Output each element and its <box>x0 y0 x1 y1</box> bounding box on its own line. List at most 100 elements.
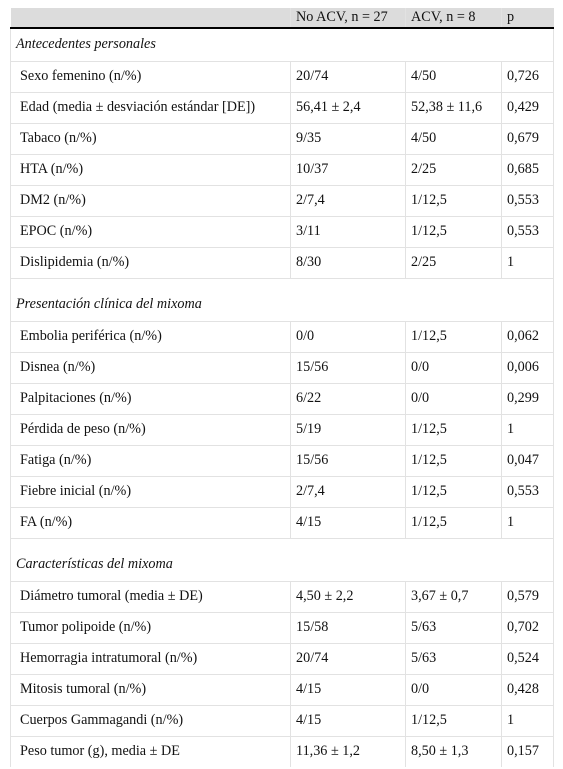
header-cell-label <box>10 8 291 29</box>
header-cell-acv: ACV, n = 8 <box>405 8 502 29</box>
p-value: 1 <box>501 506 554 538</box>
row-label: Palpitaciones (n/%) <box>10 382 291 414</box>
table-row: Diámetro tumoral (media ± DE) 4,50 ± 2,2 3… <box>10 580 554 612</box>
row-label: Pérdida de peso (n/%) <box>10 413 291 445</box>
table-row: FA (n/%) 4/15 1/12,5 1 <box>10 506 554 538</box>
no-acv-value: 20/74 <box>290 642 406 674</box>
table-row: Tumor polipoide (n/%) 15/58 5/63 0,702 <box>10 611 554 643</box>
no-acv-value: 0/0 <box>290 320 406 352</box>
row-label: Sexo femenino (n/%) <box>10 60 291 92</box>
acv-value: 0/0 <box>405 382 502 414</box>
no-acv-value: 4/15 <box>290 704 406 736</box>
table-row: Mitosis tumoral (n/%) 4/15 0/0 0,428 <box>10 673 554 705</box>
table-row: Disnea (n/%) 15/56 0/0 0,006 <box>10 351 554 383</box>
acv-value: 0/0 <box>405 673 502 705</box>
acv-value: 2/25 <box>405 246 502 278</box>
acv-value: 3,67 ± 0,7 <box>405 580 502 612</box>
p-value: 0,726 <box>501 60 554 92</box>
header-row: No ACV, n = 27 ACV, n = 8 p <box>10 8 554 29</box>
row-label: Mitosis tumoral (n/%) <box>10 673 291 705</box>
table-row: HTA (n/%) 10/37 2/25 0,685 <box>10 153 554 185</box>
no-acv-value: 11,36 ± 1,2 <box>290 735 406 767</box>
row-label: Edad (media ± desviación estándar [DE]) <box>10 91 291 123</box>
row-label: EPOC (n/%) <box>10 215 291 247</box>
p-value: 0,062 <box>501 320 554 352</box>
row-label: DM2 (n/%) <box>10 184 291 216</box>
acv-value: 4/50 <box>405 60 502 92</box>
table-row: Pérdida de peso (n/%) 5/19 1/12,5 1 <box>10 413 554 445</box>
table-header: No ACV, n = 27 ACV, n = 8 p <box>10 8 554 29</box>
acv-value: 1/12,5 <box>405 444 502 476</box>
row-label: FA (n/%) <box>10 506 291 538</box>
no-acv-value: 5/19 <box>290 413 406 445</box>
table-row: Fiebre inicial (n/%) 2/7,4 1/12,5 0,553 <box>10 475 554 507</box>
acv-value: 1/12,5 <box>405 215 502 247</box>
p-value: 0,524 <box>501 642 554 674</box>
p-value: 0,679 <box>501 122 554 154</box>
acv-value: 0/0 <box>405 351 502 383</box>
section-gap <box>10 277 554 288</box>
table-row: Peso tumor (g), media ± DE 11,36 ± 1,2 8,5… <box>10 735 554 767</box>
p-value: 0,428 <box>501 673 554 705</box>
p-value: 0,047 <box>501 444 554 476</box>
row-label: Hemorragia intratumoral (n/%) <box>10 642 291 674</box>
p-value: 0,702 <box>501 611 554 643</box>
row-label: Peso tumor (g), media ± DE <box>10 735 291 767</box>
acv-value: 5/63 <box>405 642 502 674</box>
no-acv-value: 10/37 <box>290 153 406 185</box>
acv-value: 8,50 ± 1,3 <box>405 735 502 767</box>
section-header-row: Características del mixoma <box>10 548 554 581</box>
table-body: Antecedentes personales Sexo femenino (n/… <box>10 28 554 767</box>
acv-value: 52,38 ± 11,6 <box>405 91 502 123</box>
p-value: 0,685 <box>501 153 554 185</box>
p-value: 0,553 <box>501 184 554 216</box>
no-acv-value: 8/30 <box>290 246 406 278</box>
no-acv-value: 2/7,4 <box>290 184 406 216</box>
no-acv-value: 15/56 <box>290 444 406 476</box>
p-value: 0,157 <box>501 735 554 767</box>
p-value: 1 <box>501 413 554 445</box>
row-label: Tumor polipoide (n/%) <box>10 611 291 643</box>
no-acv-value: 20/74 <box>290 60 406 92</box>
section-title: Antecedentes personales <box>10 28 554 61</box>
table-row: Edad (media ± desviación estándar [DE]) 5… <box>10 91 554 123</box>
no-acv-value: 3/11 <box>290 215 406 247</box>
acv-value: 1/12,5 <box>405 506 502 538</box>
no-acv-value: 9/35 <box>290 122 406 154</box>
table-row: Cuerpos Gammagandi (n/%) 4/15 1/12,5 1 <box>10 704 554 736</box>
row-label: Diámetro tumoral (media ± DE) <box>10 580 291 612</box>
no-acv-value: 56,41 ± 2,4 <box>290 91 406 123</box>
acv-value: 1/12,5 <box>405 413 502 445</box>
row-label: Fatiga (n/%) <box>10 444 291 476</box>
row-label: HTA (n/%) <box>10 153 291 185</box>
row-label: Cuerpos Gammagandi (n/%) <box>10 704 291 736</box>
p-value: 0,006 <box>501 351 554 383</box>
section-header-row: Antecedentes personales <box>10 28 554 61</box>
acv-value: 2/25 <box>405 153 502 185</box>
table-row: DM2 (n/%) 2/7,4 1/12,5 0,553 <box>10 184 554 216</box>
row-label: Tabaco (n/%) <box>10 122 291 154</box>
acv-value: 4/50 <box>405 122 502 154</box>
table-row: Fatiga (n/%) 15/56 1/12,5 0,047 <box>10 444 554 476</box>
table-row: Embolia periférica (n/%) 0/0 1/12,5 0,062 <box>10 320 554 352</box>
p-value: 0,553 <box>501 215 554 247</box>
row-label: Dislipidemia (n/%) <box>10 246 291 278</box>
section-header-row: Presentación clínica del mixoma <box>10 288 554 321</box>
section-gap <box>10 537 554 548</box>
no-acv-value: 6/22 <box>290 382 406 414</box>
table-row: Palpitaciones (n/%) 6/22 0/0 0,299 <box>10 382 554 414</box>
acv-value: 5/63 <box>405 611 502 643</box>
no-acv-value: 2/7,4 <box>290 475 406 507</box>
p-value: 0,553 <box>501 475 554 507</box>
comparison-table: No ACV, n = 27 ACV, n = 8 p Antecedentes… <box>10 8 554 767</box>
acv-value: 1/12,5 <box>405 184 502 216</box>
section-title: Presentación clínica del mixoma <box>10 288 554 321</box>
p-value: 0,429 <box>501 91 554 123</box>
table-row: Sexo femenino (n/%) 20/74 4/50 0,726 <box>10 60 554 92</box>
row-label: Fiebre inicial (n/%) <box>10 475 291 507</box>
no-acv-value: 4,50 ± 2,2 <box>290 580 406 612</box>
acv-value: 1/12,5 <box>405 320 502 352</box>
p-value: 0,299 <box>501 382 554 414</box>
p-value: 1 <box>501 704 554 736</box>
no-acv-value: 4/15 <box>290 673 406 705</box>
